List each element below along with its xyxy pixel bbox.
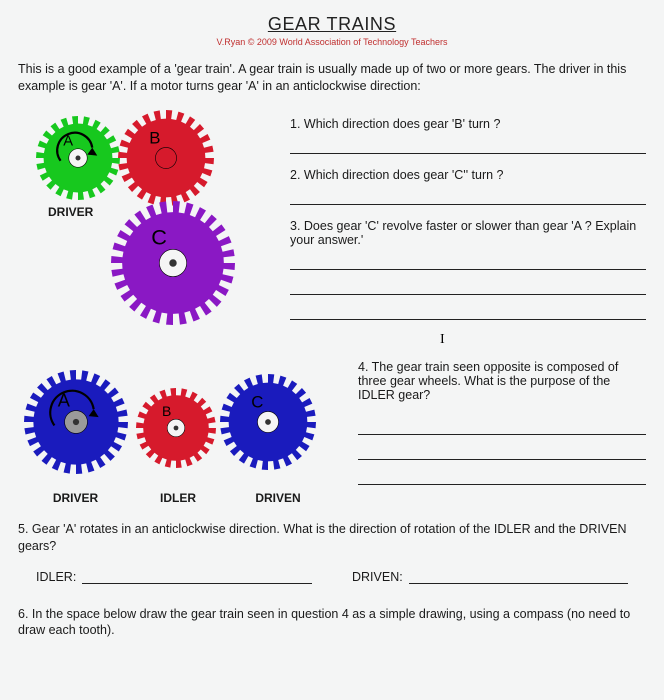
fill-driven-label: DRIVEN: bbox=[352, 570, 403, 584]
question-4: 4. The gear train seen opposite is compo… bbox=[358, 360, 646, 402]
question-5: 5. Gear 'A' rotates in an anticlockwise … bbox=[18, 521, 646, 555]
question-2: 2. Which direction does gear 'C'' turn ? bbox=[290, 168, 646, 182]
diagram-2: DRIVER IDLER DRIVEN ABC bbox=[18, 350, 348, 505]
label-driven: DRIVEN bbox=[223, 491, 333, 505]
fill-idler-label: IDLER: bbox=[36, 570, 76, 584]
answer-line[interactable] bbox=[82, 569, 312, 584]
label-idler: IDLER bbox=[133, 491, 223, 505]
text-cursor-icon: I bbox=[440, 332, 664, 348]
questions-block-1: 1. Which direction does gear 'B' turn ? … bbox=[290, 103, 646, 344]
section-2: DRIVER IDLER DRIVEN ABC 4. The gear trai… bbox=[18, 350, 646, 505]
fill-idler: IDLER: bbox=[36, 569, 312, 584]
question-6: 6. In the space below draw the gear trai… bbox=[18, 606, 646, 640]
answer-line[interactable] bbox=[409, 569, 628, 584]
svg-text:C: C bbox=[251, 392, 263, 411]
questions-block-2: 4. The gear train seen opposite is compo… bbox=[358, 350, 646, 493]
answer-line[interactable] bbox=[358, 443, 646, 460]
answer-line[interactable] bbox=[290, 278, 646, 295]
worksheet-page: GEAR TRAINS V.Ryan © 2009 World Associat… bbox=[0, 0, 664, 700]
answer-line[interactable] bbox=[290, 188, 646, 205]
diagram-1: DRIVER ABC bbox=[18, 103, 278, 343]
label-driver: DRIVER bbox=[18, 491, 133, 505]
diagram-2-labels: DRIVER IDLER DRIVEN bbox=[18, 491, 348, 505]
question-1: 1. Which direction does gear 'B' turn ? bbox=[290, 117, 646, 131]
answer-line[interactable] bbox=[358, 418, 646, 435]
fill-driven: DRIVEN: bbox=[352, 569, 628, 584]
gear-c-icon: C bbox=[18, 350, 348, 490]
answer-line[interactable] bbox=[290, 253, 646, 270]
question-3: 3. Does gear 'C' revolve faster or slowe… bbox=[290, 219, 646, 247]
gear-c-icon: C bbox=[18, 103, 278, 333]
page-title: GEAR TRAINS bbox=[18, 14, 646, 35]
fill-in-row: IDLER: DRIVEN: bbox=[18, 563, 646, 584]
answer-line[interactable] bbox=[358, 468, 646, 485]
section-1: DRIVER ABC 1. Which direction does gear … bbox=[18, 103, 646, 344]
answer-line[interactable] bbox=[290, 303, 646, 320]
page-subtitle: V.Ryan © 2009 World Association of Techn… bbox=[18, 37, 646, 47]
svg-text:C: C bbox=[151, 224, 167, 249]
answer-line[interactable] bbox=[290, 137, 646, 154]
intro-paragraph: This is a good example of a 'gear train'… bbox=[18, 61, 646, 95]
